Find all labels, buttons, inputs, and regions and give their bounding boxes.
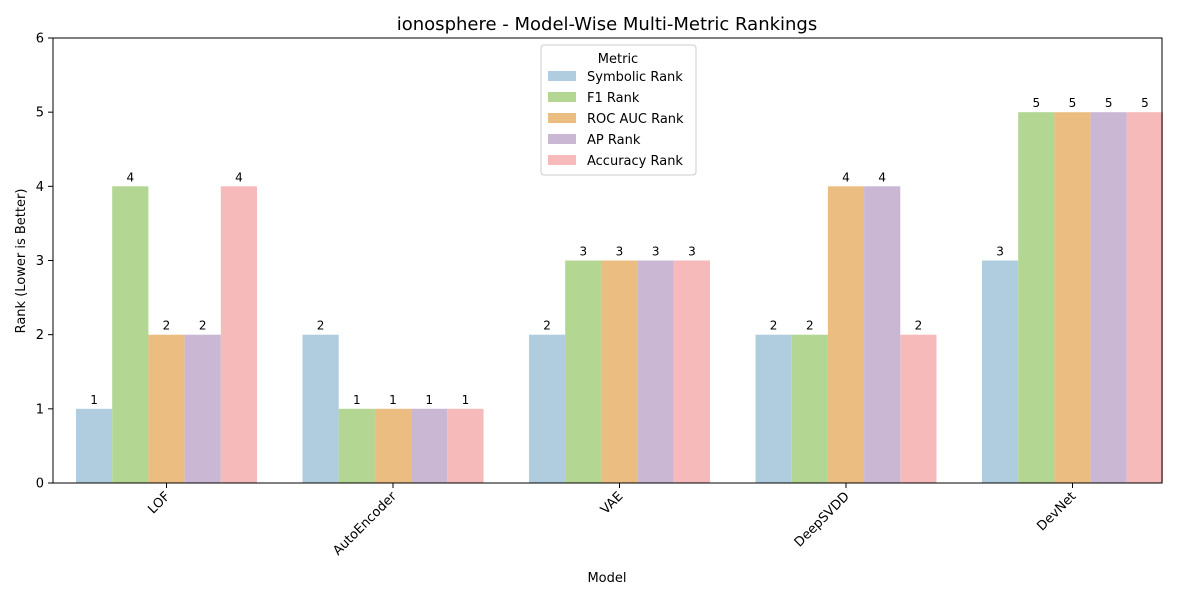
y-axis-label: Rank (Lower is Better) <box>14 189 29 334</box>
bar <box>1090 112 1127 483</box>
bar-value-label: 2 <box>806 319 814 333</box>
bar-value-label: 2 <box>163 319 171 333</box>
bar-value-label: 2 <box>317 319 325 333</box>
legend: Metric Symbolic Rank F1 Rank ROC AUC Rank A… <box>540 44 697 176</box>
bar <box>529 334 566 483</box>
bar-value-label: 3 <box>616 245 624 259</box>
bar <box>827 186 865 484</box>
y-axis: 0 1 2 3 4 5 6 <box>36 32 53 492</box>
bar <box>374 408 412 483</box>
legend-swatch <box>548 113 576 123</box>
bar-value-label: 3 <box>996 245 1004 259</box>
bar <box>637 260 674 483</box>
bar-value-label: 4 <box>878 170 886 184</box>
bar <box>755 334 792 483</box>
bar-value-label: 4 <box>842 170 850 184</box>
bar <box>1054 112 1091 483</box>
bar-value-label: 5 <box>1032 96 1040 110</box>
x-axis: LOF AutoEncoder VAE DeepSVDD DevNet <box>145 483 1079 559</box>
bar <box>112 186 149 484</box>
bar-value-label: 5 <box>1141 96 1149 110</box>
y-tick-label: 2 <box>36 328 44 343</box>
bar <box>302 334 339 483</box>
bar-value-labels: 1 4 2 2 4 2 1 1 1 1 2 3 3 3 3 2 2 4 4 2 3 5 5 5 5 <box>90 96 1148 407</box>
legend-swatch <box>548 134 576 144</box>
bar <box>184 334 221 483</box>
bar-value-label: 3 <box>579 245 587 259</box>
bar-value-label: 4 <box>126 170 134 184</box>
bar-value-label: 3 <box>688 245 696 259</box>
bar <box>982 260 1019 483</box>
bar-value-label: 3 <box>652 245 660 259</box>
y-tick-label: 6 <box>36 32 44 47</box>
y-tick-label: 0 <box>36 477 44 492</box>
legend-swatch <box>548 71 576 81</box>
x-tick-label: LOF <box>145 489 173 517</box>
bar <box>148 334 185 483</box>
bar <box>338 408 375 483</box>
bar-value-label: 4 <box>235 170 243 184</box>
x-tick-label: DevNet <box>1034 489 1079 534</box>
bar-value-label: 5 <box>1105 96 1113 110</box>
bar <box>601 260 638 483</box>
y-tick-label: 1 <box>36 402 44 417</box>
legend-frame <box>540 44 697 176</box>
bar-value-label: 2 <box>199 319 207 333</box>
legend-items: Symbolic Rank F1 Rank ROC AUC Rank AP Rank A… <box>548 70 684 169</box>
bar <box>1126 112 1163 483</box>
legend-label: Symbolic Rank <box>587 70 683 85</box>
bars <box>76 112 1163 484</box>
bar-value-label: 1 <box>425 393 433 407</box>
y-tick-label: 3 <box>36 254 44 269</box>
bar <box>411 408 448 483</box>
bar <box>864 186 901 484</box>
bar <box>76 408 113 483</box>
plot-frame <box>52 37 1163 484</box>
bar <box>447 408 484 483</box>
bar <box>791 334 828 483</box>
bar <box>565 260 602 483</box>
bar-value-label: 1 <box>389 393 397 407</box>
y-tick-label: 4 <box>36 180 44 195</box>
bar-value-label: 5 <box>1069 96 1077 110</box>
legend-label: Accuracy Rank <box>587 154 683 169</box>
chart-title: ionosphere - Model-Wise Multi-Metric Ran… <box>397 14 818 35</box>
legend-title: Metric <box>598 52 638 67</box>
legend-swatch <box>548 155 576 165</box>
legend-label: AP Rank <box>587 133 641 148</box>
bar-value-label: 2 <box>543 319 551 333</box>
x-tick-label: AutoEncoder <box>330 489 400 559</box>
bar-value-label: 1 <box>90 393 98 407</box>
x-tick-label: DeepSVDD <box>792 489 853 550</box>
bar <box>1018 112 1055 483</box>
y-tick-label: 5 <box>36 106 44 121</box>
x-axis-label: Model <box>587 571 626 586</box>
legend-label: ROC AUC Rank <box>587 112 684 127</box>
bar <box>220 186 257 484</box>
bar-value-label: 1 <box>353 393 361 407</box>
bar <box>900 334 937 483</box>
legend-label: F1 Rank <box>587 91 640 106</box>
legend-swatch <box>548 92 576 102</box>
bar-value-label: 2 <box>770 319 778 333</box>
x-tick-label: VAE <box>598 489 626 517</box>
bar <box>673 260 710 483</box>
bar-value-label: 1 <box>462 393 470 407</box>
bar-value-label: 2 <box>915 319 923 333</box>
